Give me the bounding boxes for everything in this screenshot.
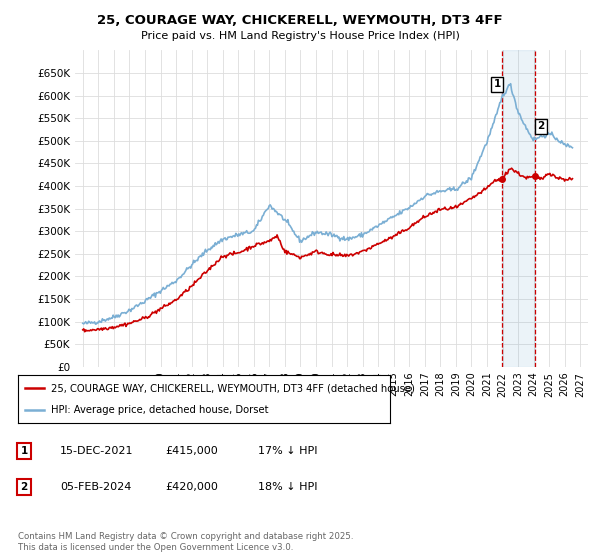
Text: HPI: Average price, detached house, Dorset: HPI: Average price, detached house, Dors… — [52, 405, 269, 415]
Text: £420,000: £420,000 — [165, 482, 218, 492]
Text: 1: 1 — [20, 446, 28, 456]
Text: Price paid vs. HM Land Registry's House Price Index (HPI): Price paid vs. HM Land Registry's House … — [140, 31, 460, 41]
Text: 25, COURAGE WAY, CHICKERELL, WEYMOUTH, DT3 4FF (detached house): 25, COURAGE WAY, CHICKERELL, WEYMOUTH, D… — [52, 383, 415, 393]
Text: 05-FEB-2024: 05-FEB-2024 — [60, 482, 131, 492]
Text: 15-DEC-2021: 15-DEC-2021 — [60, 446, 133, 456]
Text: 2: 2 — [20, 482, 28, 492]
Text: 1: 1 — [494, 79, 501, 89]
Text: Contains HM Land Registry data © Crown copyright and database right 2025.
This d: Contains HM Land Registry data © Crown c… — [18, 532, 353, 552]
Text: 2: 2 — [538, 121, 545, 131]
Text: 25, COURAGE WAY, CHICKERELL, WEYMOUTH, DT3 4FF: 25, COURAGE WAY, CHICKERELL, WEYMOUTH, D… — [97, 14, 503, 27]
Bar — [502, 50, 535, 367]
Text: £415,000: £415,000 — [165, 446, 218, 456]
Text: 18% ↓ HPI: 18% ↓ HPI — [258, 482, 317, 492]
Text: 17% ↓ HPI: 17% ↓ HPI — [258, 446, 317, 456]
